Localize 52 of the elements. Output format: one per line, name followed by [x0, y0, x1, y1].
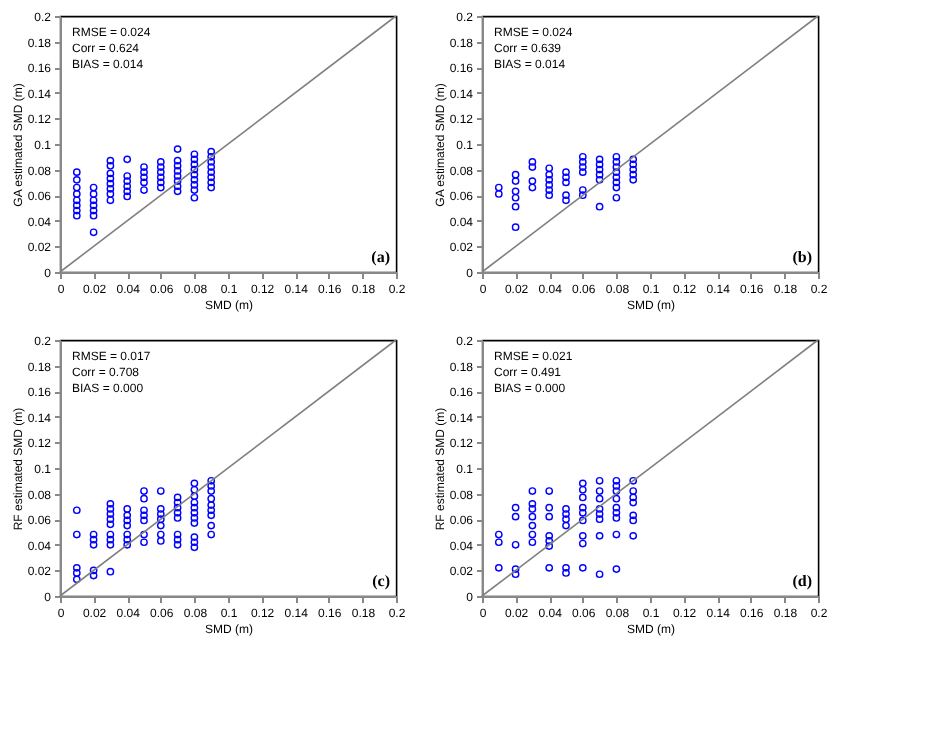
annotation: (d): [792, 572, 813, 590]
point: [528, 163, 537, 171]
point: [629, 175, 638, 184]
point: [578, 191, 587, 200]
point: [545, 186, 554, 194]
point: [595, 155, 604, 164]
point: [528, 183, 537, 192]
point: [545, 170, 554, 179]
point: [595, 170, 604, 179]
point: [595, 202, 604, 211]
point: [629, 160, 638, 169]
point: [595, 160, 604, 169]
point: [511, 193, 520, 202]
point: [578, 186, 587, 194]
point: [612, 173, 621, 182]
point: [511, 187, 520, 196]
annotation: (c): [372, 572, 391, 590]
point: [562, 191, 570, 200]
point: [562, 168, 570, 177]
point: [545, 175, 554, 184]
point: [545, 191, 554, 200]
point: [562, 178, 570, 187]
point: [629, 165, 638, 174]
point: [578, 163, 587, 171]
point: [612, 168, 621, 177]
point: [545, 181, 554, 189]
point: [511, 177, 520, 185]
point: [612, 152, 621, 161]
annotation: (b): [792, 248, 813, 266]
point: [612, 163, 621, 171]
point: [595, 165, 604, 174]
point: [612, 178, 621, 187]
point: [562, 173, 570, 182]
point: [612, 183, 621, 192]
point: [629, 155, 638, 164]
point: [494, 190, 503, 198]
point: [511, 223, 520, 232]
point: [528, 158, 537, 166]
point: [612, 193, 621, 202]
point: [578, 158, 587, 166]
point: [545, 164, 554, 173]
point: [511, 202, 520, 211]
point: [578, 168, 587, 177]
point: [612, 158, 621, 166]
point: [494, 183, 503, 192]
point: [595, 175, 604, 184]
point: [511, 170, 520, 179]
point: [528, 177, 537, 185]
point: [629, 170, 638, 179]
point: [578, 152, 587, 161]
annotation: (a): [371, 248, 391, 266]
point: [562, 196, 570, 205]
